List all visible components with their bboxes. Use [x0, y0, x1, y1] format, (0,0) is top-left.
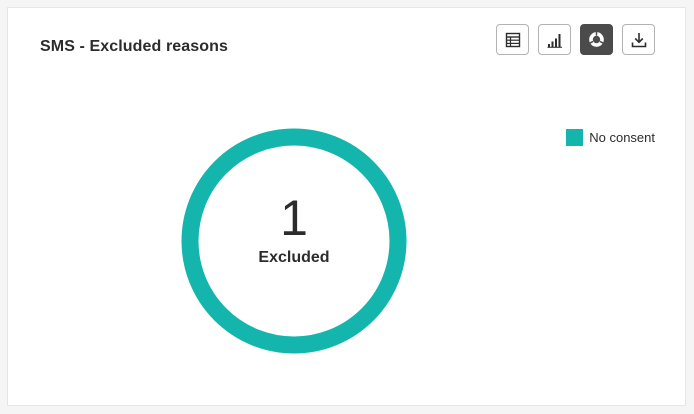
table-icon	[505, 32, 520, 47]
excluded-reasons-card: SMS - Excluded reasons	[7, 7, 686, 406]
bar-chart-icon	[547, 33, 562, 48]
donut-chart-view-button[interactable]	[580, 24, 613, 55]
legend-swatch	[566, 129, 584, 146]
donut-center-value: 1	[280, 190, 308, 246]
card-title: SMS - Excluded reasons	[40, 38, 229, 55]
table-view-button[interactable]	[496, 24, 529, 55]
bar-chart-view-button[interactable]	[538, 24, 571, 55]
donut-chart	[181, 128, 407, 354]
download-button[interactable]	[622, 24, 655, 55]
donut-center-label: Excluded	[258, 249, 330, 266]
legend-label: No consent	[589, 130, 655, 145]
view-toolbar	[496, 24, 655, 55]
donut-slice-0[interactable]	[181, 128, 407, 354]
download-icon	[631, 32, 646, 47]
chart-legend: No consent	[566, 129, 655, 146]
donut-chart-icon	[589, 31, 604, 47]
